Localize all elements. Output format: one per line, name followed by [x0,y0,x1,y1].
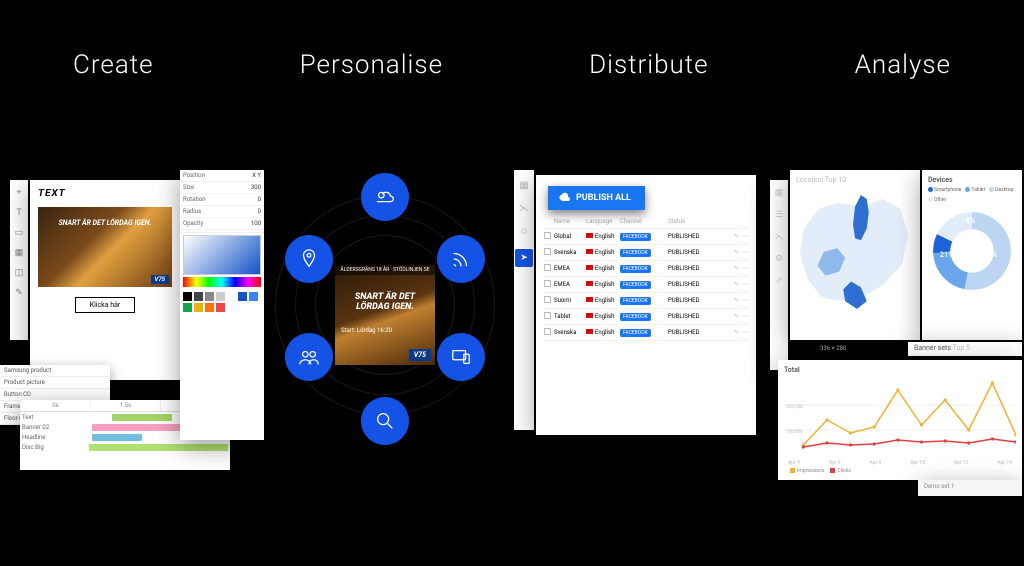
grid-icon[interactable]: ▦ [519,180,528,191]
devices-orb[interactable] [437,333,485,381]
pointer-icon[interactable]: ⌖ [16,188,21,198]
prop-row[interactable]: Radius0 [180,206,264,218]
user-icon[interactable]: ☺ [519,226,529,237]
map-dimensions: 336 × 280 [820,345,846,352]
analyse-sidebar: ▦ ☰ ⋋ ⚙ ⇗ [770,180,788,370]
swatch[interactable] [183,292,192,301]
weather-orb[interactable] [361,173,409,221]
cast-orb[interactable] [437,235,485,283]
prop-row[interactable]: PositionX Y [180,170,264,182]
p-ad-headline: SNART ÄR DETLÖRDAG IGEN. [335,293,435,313]
text-icon[interactable]: T [16,208,21,218]
rocket-icon[interactable]: ➤ [515,249,533,267]
location-title: Location Top 10 [796,176,914,184]
swatch[interactable] [194,303,203,312]
location-orb[interactable] [285,235,333,283]
heading-distribute: Distribute [589,50,709,80]
table-row[interactable]: EMEA English FACEBOOK PUBLISHED ✎ ⋯ [544,261,748,277]
prop-row[interactable]: Opacity100 [180,218,264,230]
prop-row[interactable]: Size300 [180,182,264,194]
distribute-sidebar: ▦ ⋋ ☺ ➤ [514,170,534,430]
create-canvas: TEXT SNART ÄR DET LÖRDAG IGEN. V75 Klick… [30,180,180,380]
rss-icon[interactable]: ⋋ [519,203,529,214]
create-ad-preview[interactable]: SNART ÄR DET LÖRDAG IGEN. V75 [38,207,172,287]
devices-card: Devices SmartphoneTabletDesktopOther 53%… [922,170,1022,340]
personalise-ad[interactable]: ÅLDERSGRÄNS 18 ÅR · STÖDLINJEN.SE SNART … [335,265,435,365]
create-toolbar: ⌖ T ▭ ▦ ◫ ✎ [10,180,28,340]
devices-donut[interactable]: 53%21%8% [932,211,1012,291]
extra-card: Demo set 1 [918,480,1022,496]
banner-sets-card: Banner sets Top 5 [908,342,1022,356]
total-card: Total 200,000100,000 Apr 4Apr 6Apr 8Apr … [778,360,1022,480]
search-orb[interactable] [361,397,409,445]
swatch[interactable] [183,303,192,312]
heading-analyse: Analyse [855,50,951,80]
p-ad-logo: V75 [409,349,431,361]
cta-button[interactable]: Klicka här [75,297,135,313]
swatch[interactable] [216,292,225,301]
ad-headline: SNART ÄR DET LÖRDAG IGEN. [46,219,164,227]
total-title: Total [784,366,1016,374]
swatch[interactable] [205,303,214,312]
crop-icon[interactable]: ◫ [15,268,24,278]
swatch[interactable] [238,292,247,301]
table-row[interactable]: Suomi English FACEBOOK PUBLISHED ✎ ⋯ [544,293,748,309]
text-layer-label: TEXT [38,188,172,199]
europe-map[interactable] [796,188,914,318]
table-row[interactable]: Svenska English FACEBOOK PUBLISHED ✎ ⋯ [544,245,748,261]
swatches [180,289,264,315]
ad-disclaimer: ÅLDERSGRÄNS 18 ÅR · STÖDLINJEN.SE [335,265,435,275]
ad-logo: V75 [151,275,169,284]
heading-personalise: Personalise [300,50,443,80]
heading-create: Create [73,50,154,80]
svg-text:100,000: 100,000 [786,429,803,435]
devices-title: Devices [928,176,1016,184]
swatch[interactable] [249,292,258,301]
properties-panel: PositionX YSize300Rotation0Radius0Opacit… [180,170,264,440]
p-ad-sub: Start: Lördag 16:20 [335,327,435,334]
svg-text:200,000: 200,000 [786,404,803,410]
swatch[interactable] [227,292,236,301]
people-orb[interactable] [285,333,333,381]
table-row[interactable]: EMEA English FACEBOOK PUBLISHED ✎ ⋯ [544,277,748,293]
swatch[interactable] [216,303,225,312]
swatch[interactable] [194,292,203,301]
table-row[interactable]: Global English FACEBOOK PUBLISHED ✎ ⋯ [544,229,748,245]
total-line-chart[interactable]: 200,000 100,000 [784,380,1016,460]
dist-table-head: Name Language Channel Status [544,215,748,229]
color-picker[interactable] [183,235,261,275]
location-card: Location Top 10 [790,170,920,340]
swatch[interactable] [205,292,214,301]
hue-slider[interactable] [183,277,261,287]
feed-icon[interactable]: ⋋ [775,232,784,242]
image-icon[interactable]: ▦ [15,248,24,258]
prop-row[interactable]: Rotation0 [180,194,264,206]
list-icon[interactable]: ☰ [775,210,783,220]
distribute-panel: Name Language Channel Status Global Engl… [536,175,756,435]
table-row[interactable]: Svenska English FACEBOOK PUBLISHED ✎ ⋯ [544,325,748,341]
dash-icon[interactable]: ▦ [775,188,784,198]
table-row[interactable]: Tablet English FACEBOOK PUBLISHED ✎ ⋯ [544,309,748,325]
personalise-wheel: ÅLDERSGRÄNS 18 ÅR · STÖDLINJEN.SE SNART … [265,155,505,475]
chart-icon[interactable]: ⇗ [775,276,783,286]
shape-icon[interactable]: ▭ [15,228,24,238]
layer-row[interactable]: Product picture [0,377,110,389]
timeline-row[interactable]: Disc Big [20,442,230,452]
publish-all-button[interactable]: PUBLISH ALL [548,186,645,210]
settings-icon[interactable]: ⚙ [775,254,783,264]
layer-row[interactable]: Samsung product [0,365,110,377]
pen-icon[interactable]: ✎ [15,288,23,298]
